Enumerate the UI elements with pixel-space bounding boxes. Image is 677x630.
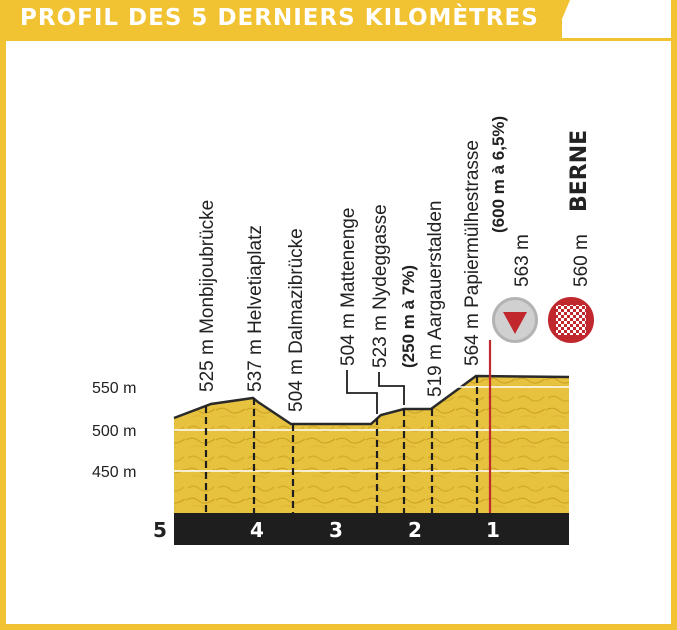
y-axis-label-450: 450 m (92, 464, 136, 481)
waypoint-markers (204, 376, 479, 513)
km-marker-5: 5 (153, 518, 167, 542)
waypoint-label-nydeggasse: 523 m Nydeggasse (370, 204, 391, 368)
waypoint-label-aargauerstalden: 519 m Aargauerstalden (425, 201, 446, 397)
title-rule (6, 38, 677, 41)
title-bar: PROFIL DES 5 DERNIERS KILOMÈTRES (6, 0, 562, 38)
waypoint-label-helvetiaplatz: 537 m Helvetiaplatz (245, 225, 266, 392)
checkered-flag-icon (546, 295, 596, 345)
leader-mattenenge (346, 370, 378, 414)
waypoint-label-dalmazibrucke: 504 m Dalmazibrücke (286, 228, 307, 412)
waypoint-detail-papiermuhlestrasse: (600 m à 6,5%) (489, 116, 508, 233)
waypoint-label-monbijoubrucke: 525 m Monbijoubrücke (197, 200, 218, 392)
y-axis-label-550: 550 m (92, 380, 136, 397)
profile-chart: 550 m 500 m 450 m 5 4 3 2 1 525 m Monbij… (92, 116, 596, 545)
distance-bar (174, 513, 569, 545)
leader-nydeggasse (378, 372, 405, 405)
km-marker-4: 4 (250, 518, 264, 542)
km-marker-2: 2 (408, 518, 422, 542)
y-axis-label-500: 500 m (92, 423, 136, 440)
finish-city: BERNE (567, 130, 592, 212)
flamme-rouge-altitude: 563 m (512, 234, 533, 287)
waypoint-label-papiermuhlestrasse: 564 m Papiermülhestrasse (462, 140, 483, 366)
km-marker-1: 1 (486, 518, 500, 542)
triangle-down-icon (490, 295, 540, 345)
km-marker-3: 3 (329, 518, 343, 542)
terrain-area (174, 376, 569, 515)
title-bar-tail (554, 0, 570, 38)
finish-altitude: 560 m (571, 234, 592, 287)
waypoint-label-mattenenge: 504 m Mattenenge (338, 208, 359, 366)
terrain-outline (173, 374, 570, 426)
page-title: PROFIL DES 5 DERNIERS KILOMÈTRES (20, 5, 539, 31)
waypoint-detail-nydeggasse: (250 m à 7%) (399, 265, 418, 368)
